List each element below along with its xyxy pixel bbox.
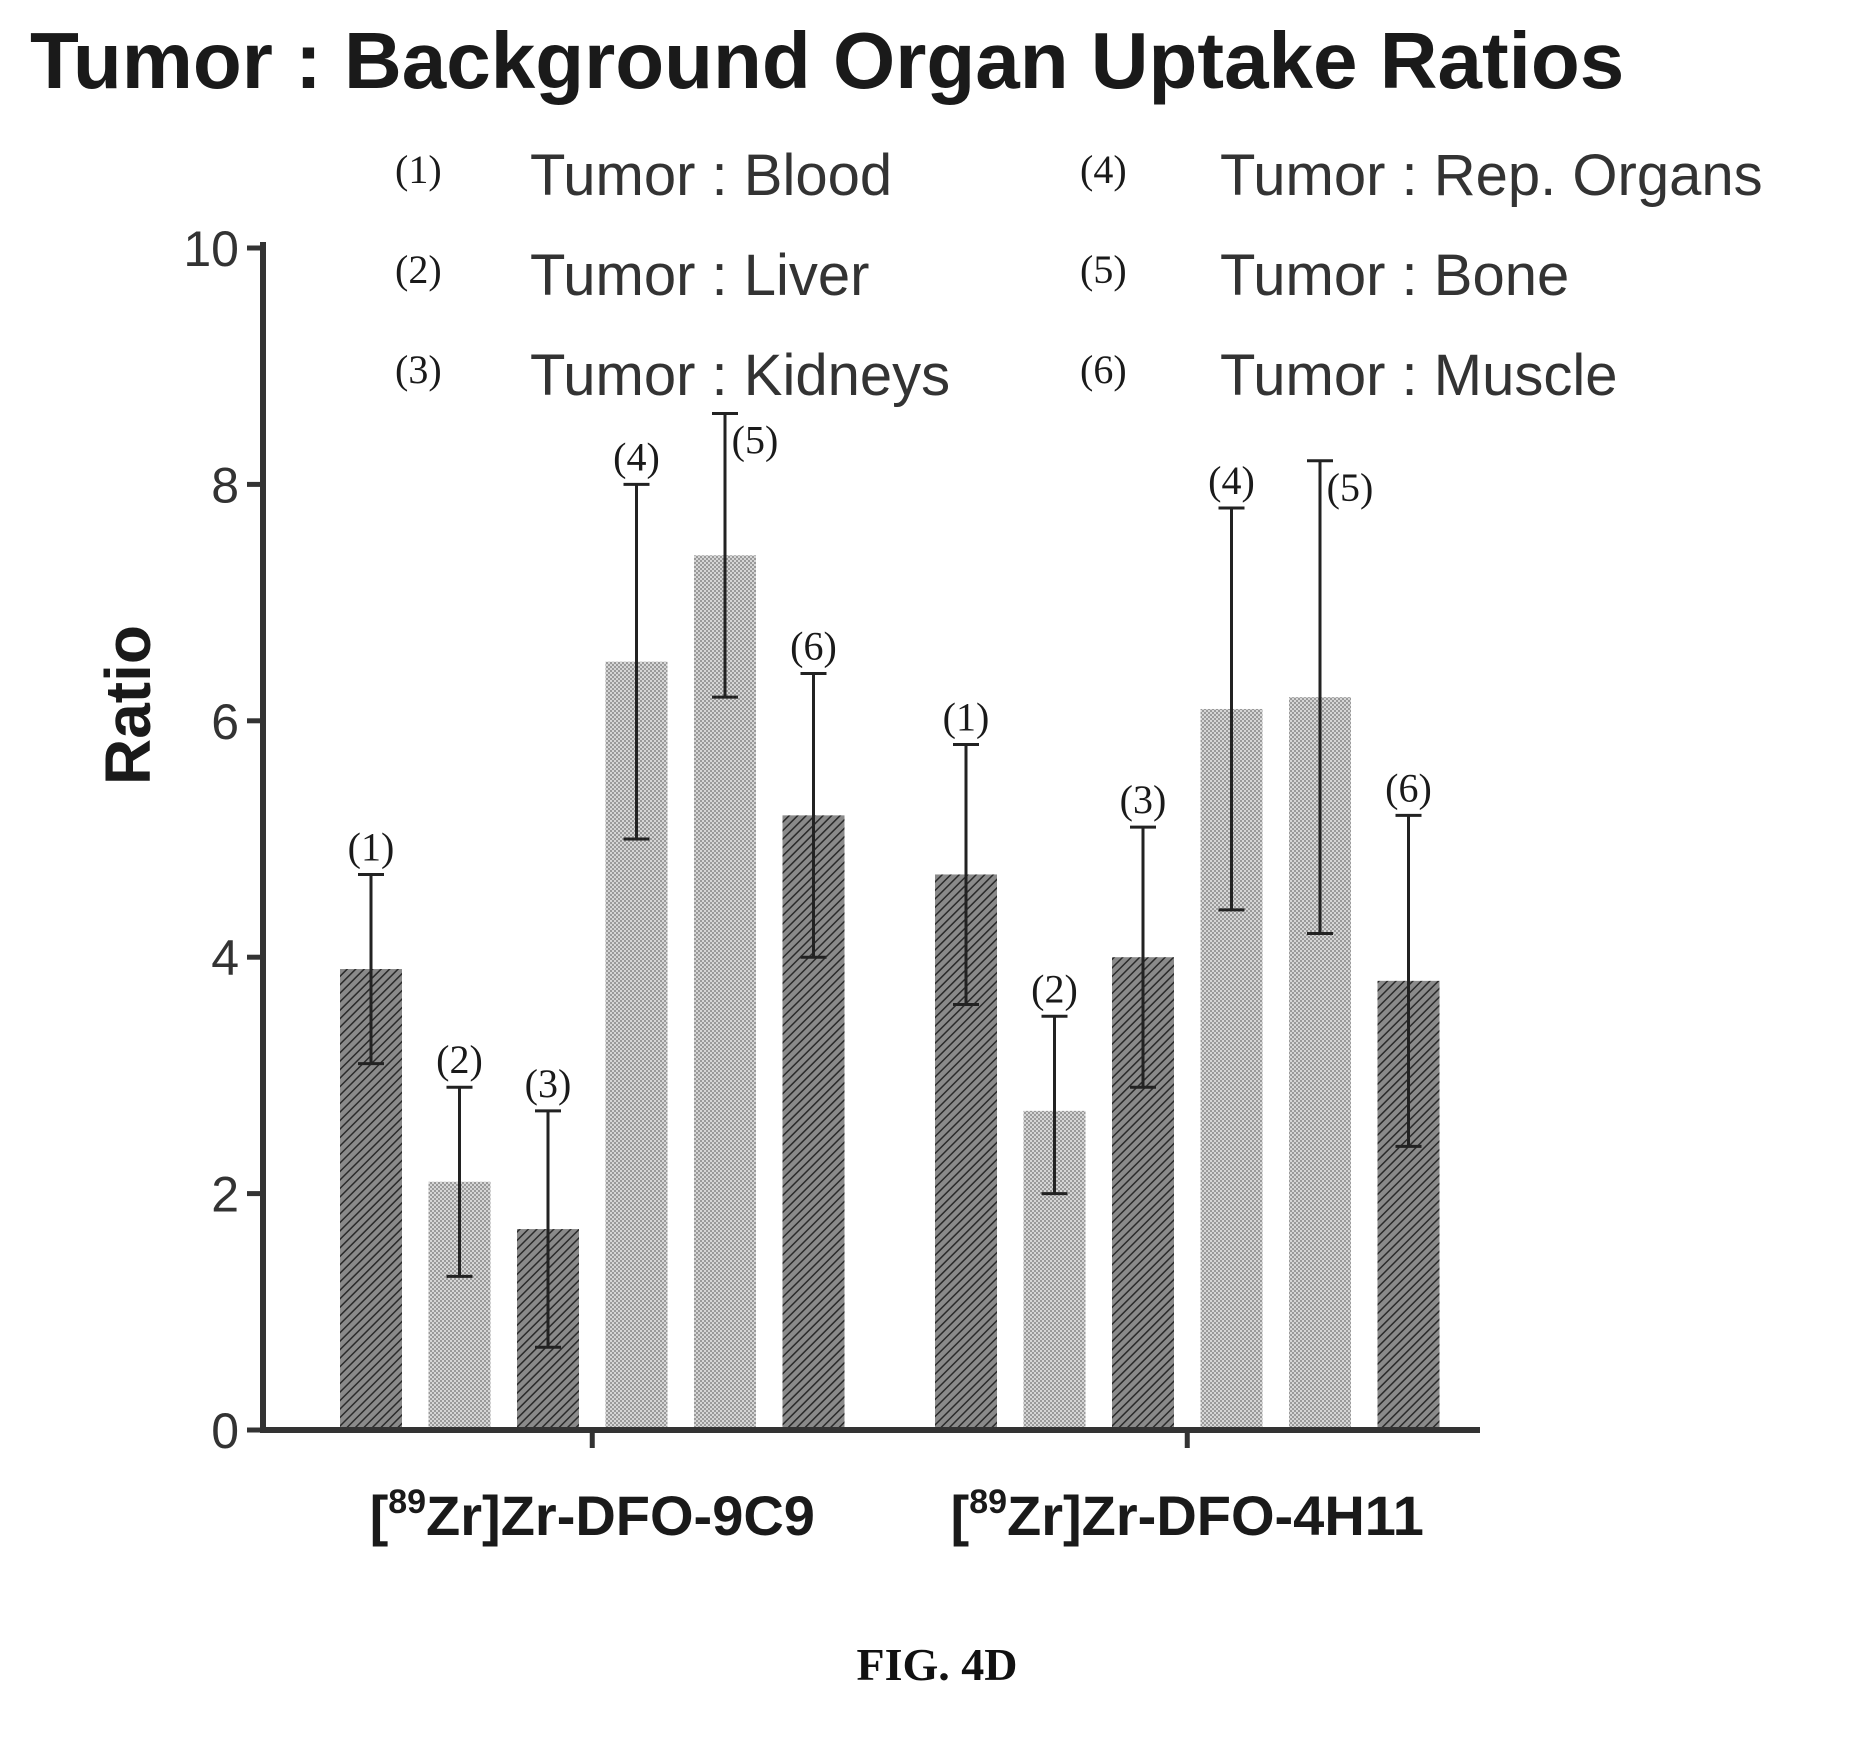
x-tick-label: [89Zr]Zr-DFO-9C9 xyxy=(370,1483,815,1547)
y-axis-ticks: 0 2 4 6 8 10 xyxy=(183,221,263,1459)
legend-marker: (5) xyxy=(1080,247,1127,292)
bar-label: (3) xyxy=(1120,777,1167,822)
legend: (1) Tumor : Blood (2) Tumor : Liver (3) Tumor… xyxy=(395,143,1763,408)
legend-entry: Tumor : Liver xyxy=(530,243,869,308)
bar-label: (4) xyxy=(1208,458,1255,503)
bar-label: (1) xyxy=(943,694,990,739)
legend-marker: (4) xyxy=(1080,147,1127,192)
y-tick-label: 4 xyxy=(211,930,239,986)
bar xyxy=(694,555,756,1430)
bar-label: (4) xyxy=(613,434,660,479)
x-tick-label: [89Zr]Zr-DFO-4H11 xyxy=(951,1483,1424,1547)
legend-entry: Tumor : Muscle xyxy=(1220,343,1617,408)
y-tick-label: 8 xyxy=(211,457,239,513)
y-tick-label: 0 xyxy=(211,1403,239,1459)
bar-label: (2) xyxy=(1031,966,1078,1011)
legend-marker: (2) xyxy=(395,247,442,292)
bars: (1) (2) (3) (4) (5) (6) (1) (2) (3) (4) (5) (6) xyxy=(340,411,1440,1430)
bar-label: (2) xyxy=(436,1037,483,1082)
y-axis-label: Ratio xyxy=(92,625,164,785)
legend-entry: Tumor : Rep. Organs xyxy=(1220,143,1763,208)
bar-label: (5) xyxy=(1327,465,1374,510)
legend-marker: (3) xyxy=(395,347,442,392)
y-tick-label: 2 xyxy=(211,1167,239,1223)
y-tick-label: 10 xyxy=(183,221,239,277)
bar-label: (6) xyxy=(1385,765,1432,810)
bar-label: (1) xyxy=(348,824,395,869)
bar-label: (5) xyxy=(732,417,779,462)
group-labels: [89Zr]Zr-DFO-9C9 [89Zr]Zr-DFO-4H11 xyxy=(370,1483,1424,1547)
legend-entry: Tumor : Kidneys xyxy=(530,343,950,408)
legend-marker: (6) xyxy=(1080,347,1127,392)
legend-entry: Tumor : Bone xyxy=(1220,243,1569,308)
legend-entry: Tumor : Blood xyxy=(530,143,892,208)
y-tick-label: 6 xyxy=(211,694,239,750)
figure-label: FIG. 4D xyxy=(857,1639,1018,1690)
legend-marker: (1) xyxy=(395,147,442,192)
bar-label: (6) xyxy=(790,624,837,669)
axes xyxy=(260,242,1480,1448)
chart-title: Tumor : Background Organ Uptake Ratios xyxy=(30,16,1624,105)
bar-label: (3) xyxy=(525,1061,572,1106)
